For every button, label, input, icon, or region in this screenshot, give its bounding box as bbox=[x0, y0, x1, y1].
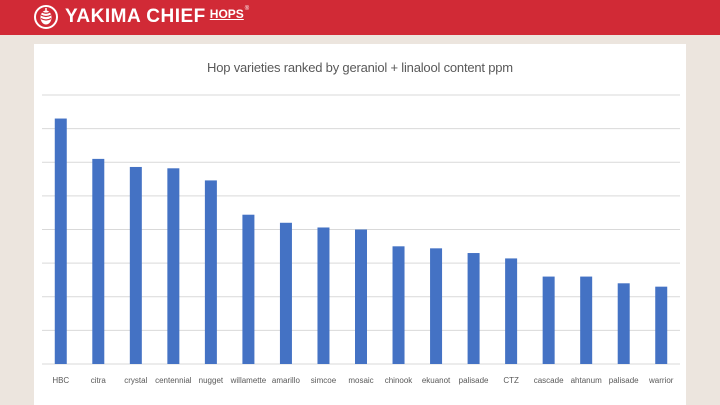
category-label: ahtanum bbox=[571, 376, 602, 385]
brand-trademark: ® bbox=[244, 6, 250, 12]
bar-8 bbox=[317, 227, 330, 364]
bar-6 bbox=[242, 214, 255, 364]
bar-7 bbox=[279, 222, 292, 364]
category-label: nugget bbox=[199, 376, 224, 385]
category-label: centennial bbox=[155, 376, 192, 385]
bar-5 bbox=[204, 180, 217, 364]
category-label: HBC bbox=[52, 376, 69, 385]
category-label: mosaic bbox=[348, 376, 373, 385]
bar-9 bbox=[355, 229, 367, 364]
hop-cone-icon bbox=[34, 5, 58, 29]
bar-1 bbox=[54, 118, 67, 364]
bar-12 bbox=[467, 253, 480, 364]
brand-suffix: HOPS bbox=[209, 7, 244, 21]
bar-2 bbox=[92, 158, 105, 364]
category-label: cascade bbox=[534, 376, 564, 385]
bar-14 bbox=[542, 276, 555, 364]
bar-4 bbox=[167, 168, 180, 364]
category-label: warrior bbox=[648, 376, 674, 385]
category-label: citra bbox=[91, 376, 107, 385]
bar-11 bbox=[430, 248, 443, 364]
header-bar: YAKIMA CHIEF HOPS ® bbox=[0, 0, 720, 35]
brand-name: YAKIMA CHIEF bbox=[65, 6, 206, 27]
bar-13 bbox=[505, 258, 518, 364]
category-label: CTZ bbox=[503, 376, 519, 385]
category-label: simcoe bbox=[311, 376, 337, 385]
category-label: palisade bbox=[609, 376, 639, 385]
category-label: ekuanot bbox=[422, 376, 451, 385]
bar-16 bbox=[617, 283, 630, 364]
bar-3 bbox=[129, 166, 142, 364]
category-label: chinook bbox=[385, 376, 414, 385]
category-label: amarillo bbox=[272, 376, 301, 385]
brand-logo[interactable]: YAKIMA CHIEF HOPS ® bbox=[33, 5, 249, 29]
bar-10 bbox=[392, 246, 405, 364]
bar-15 bbox=[580, 276, 593, 364]
bar-17 bbox=[655, 286, 668, 364]
category-label: willamette bbox=[230, 376, 267, 385]
chart-title: Hop varieties ranked by geraniol + linal… bbox=[207, 60, 513, 75]
category-label: crystal bbox=[124, 376, 147, 385]
category-label: palisade bbox=[459, 376, 489, 385]
